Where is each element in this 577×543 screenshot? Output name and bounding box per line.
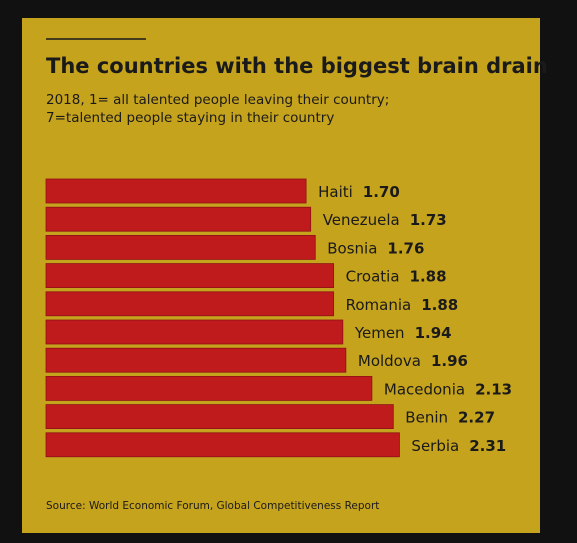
value-label: 1.96 — [431, 352, 468, 370]
bar — [45, 263, 335, 289]
bar-label: Benin 2.27 — [405, 408, 495, 426]
bar-label: Bosnia 1.76 — [327, 239, 424, 257]
value-label: 1.88 — [410, 267, 447, 285]
category-label: Serbia — [411, 436, 459, 454]
bar-label: Serbia 2.31 — [411, 436, 506, 454]
category-label: Benin — [405, 408, 448, 426]
bar — [45, 432, 400, 458]
bar — [45, 234, 316, 260]
value-label: 2.31 — [469, 436, 506, 454]
category-label: Macedonia — [384, 380, 465, 398]
category-label: Romania — [346, 295, 412, 313]
bar-label: Moldova 1.96 — [358, 352, 468, 370]
bar — [45, 319, 344, 345]
bar-label: Croatia 1.88 — [346, 267, 447, 285]
value-label: 1.70 — [363, 183, 400, 201]
category-label: Yemen — [354, 324, 405, 342]
value-label: 1.94 — [415, 324, 452, 342]
bar-label: Haiti 1.70 — [318, 183, 400, 201]
value-label: 1.73 — [410, 211, 447, 229]
category-label: Venezuela — [323, 211, 400, 229]
value-label: 2.13 — [475, 380, 512, 398]
source: Source: World Economic Forum, Global Com… — [46, 500, 379, 512]
chart-title: The countries with the biggest brain dra… — [46, 54, 548, 78]
bar-label: Venezuela 1.73 — [323, 211, 447, 229]
value-label: 1.76 — [387, 239, 424, 257]
bar — [45, 347, 347, 373]
chart-subtitle: 2018, 1= all talented people leaving the… — [46, 92, 389, 108]
bar — [45, 375, 373, 401]
bar — [45, 178, 307, 204]
chart-subtitle: 7=talented people staying in their count… — [46, 110, 334, 126]
bar — [45, 206, 312, 232]
bar-label: Macedonia 2.13 — [384, 380, 512, 398]
category-label: Haiti — [318, 183, 353, 201]
value-label: 1.88 — [421, 295, 458, 313]
category-label: Croatia — [346, 267, 400, 285]
bar — [45, 291, 335, 317]
bar — [45, 404, 394, 430]
category-label: Moldova — [358, 352, 421, 370]
bar-label: Romania 1.88 — [346, 295, 459, 313]
bar-label: Yemen 1.94 — [354, 324, 452, 342]
value-label: 2.27 — [458, 408, 495, 426]
category-label: Bosnia — [327, 239, 377, 257]
